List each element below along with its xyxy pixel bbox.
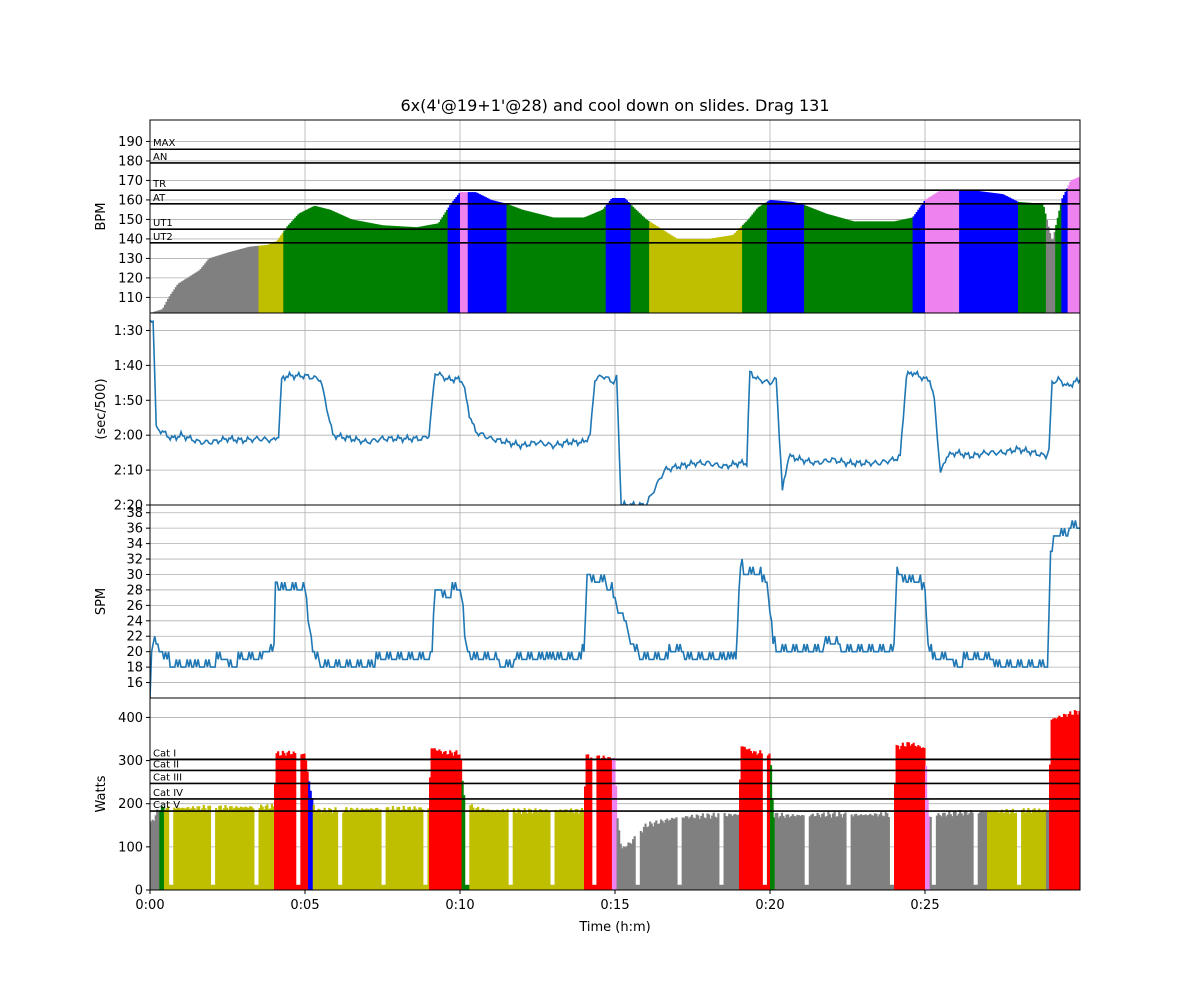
zone-label: Cat V [153, 800, 180, 811]
y-tick-label: 2:10 [114, 464, 143, 479]
y-tick-label: 18 [126, 661, 143, 676]
x-tick-label: 0:20 [755, 898, 784, 913]
zone-label: Cat III [153, 772, 182, 783]
power-bar [209, 806, 211, 890]
chart-panels: MAXANTRATUT1UT21101201301401501601701801… [94, 120, 1081, 913]
y-tick-label: 300 [118, 754, 143, 769]
y-axis-label: Watts [94, 775, 109, 812]
power-bar [294, 753, 296, 890]
x-tick-label: 0:05 [290, 898, 319, 913]
y-tick-label: 110 [118, 291, 143, 306]
y-tick-label: 38 [126, 506, 143, 521]
x-tick-label: 0:00 [135, 898, 164, 913]
y-tick-label: 30 [126, 568, 143, 583]
power-bar [507, 809, 509, 890]
power-bar [1015, 813, 1017, 890]
y-tick-label: 100 [118, 840, 143, 855]
power-bar [336, 811, 338, 890]
y-tick-label: 26 [126, 599, 143, 614]
zone-label: TR [152, 179, 166, 190]
y-tick-label: 120 [118, 271, 143, 286]
zone-label: AT [153, 193, 166, 204]
y-tick-label: 36 [126, 522, 143, 537]
y-tick-label: 170 [118, 174, 143, 189]
panel-plot-area [150, 313, 1080, 508]
y-tick-label: 400 [118, 711, 143, 726]
y-tick-label: 24 [126, 614, 143, 629]
y-tick-label: 34 [126, 537, 143, 552]
power-bar [888, 817, 890, 890]
y-axis-label: BPM [94, 203, 109, 231]
y-axis-label: SPM [94, 588, 109, 615]
power-bar [590, 757, 592, 890]
x-axis-label: Time (h:m) [578, 920, 650, 935]
y-tick-label: 1:50 [114, 394, 143, 409]
zone-label: Cat I [153, 748, 176, 759]
y-tick-label: 160 [118, 193, 143, 208]
zone-label: Cat II [153, 759, 179, 770]
power-bar [844, 813, 846, 890]
power-bar [379, 809, 381, 890]
panel-plot-area [150, 698, 1081, 890]
x-tick-label: 0:25 [910, 898, 939, 913]
panel-pace: 1:301:401:502:002:102:20(sec/500) [94, 313, 1080, 514]
y-tick-label: 1:30 [114, 324, 143, 339]
y-tick-label: 180 [118, 154, 143, 169]
power-bar [803, 815, 805, 890]
zone-label: Cat IV [153, 788, 183, 799]
y-tick-label: 32 [126, 553, 143, 568]
power-bar [167, 806, 169, 890]
power-bar [634, 836, 636, 890]
power-bar [463, 795, 465, 890]
power-bar [761, 753, 763, 890]
power-bar [717, 813, 719, 890]
y-tick-label: 130 [118, 252, 143, 267]
power-bar [972, 813, 974, 890]
y-tick-label: 20 [126, 645, 143, 660]
zone-label: MAX [153, 138, 175, 149]
y-tick-label: 22 [126, 630, 143, 645]
power-bar [548, 811, 550, 890]
power-bar [675, 817, 677, 890]
power-bar [421, 809, 423, 890]
y-tick-label: 200 [118, 797, 143, 812]
power-bar [252, 809, 254, 890]
y-tick-label: 2:00 [114, 429, 143, 444]
y-tick-label: 16 [126, 676, 143, 691]
y-tick-label: 1:40 [114, 359, 143, 374]
y-tick-label: 28 [126, 583, 143, 598]
zone-label: UT2 [153, 232, 173, 243]
y-tick-label: 190 [118, 135, 143, 150]
chart-title: 6x(4'@19+1'@28) and cool down on slides.… [400, 96, 829, 115]
zone-label: AN [153, 152, 167, 163]
power-bar [930, 817, 932, 890]
zone-label: UT1 [153, 218, 173, 229]
y-tick-label: 0 [135, 884, 143, 899]
panel-heart-rate: MAX AN TR AT UT1 UT2 110 120 130 140 150 160 170 180 1… [94, 120, 1081, 313]
panel-plot-area [150, 505, 1080, 698]
x-tick-label: 0:15 [600, 898, 629, 913]
x-tick-label: 0:10 [445, 898, 474, 913]
y-axis-label: (sec/500) [94, 378, 109, 439]
y-tick-label: 150 [118, 213, 143, 228]
y-tick-label: 140 [118, 232, 143, 247]
